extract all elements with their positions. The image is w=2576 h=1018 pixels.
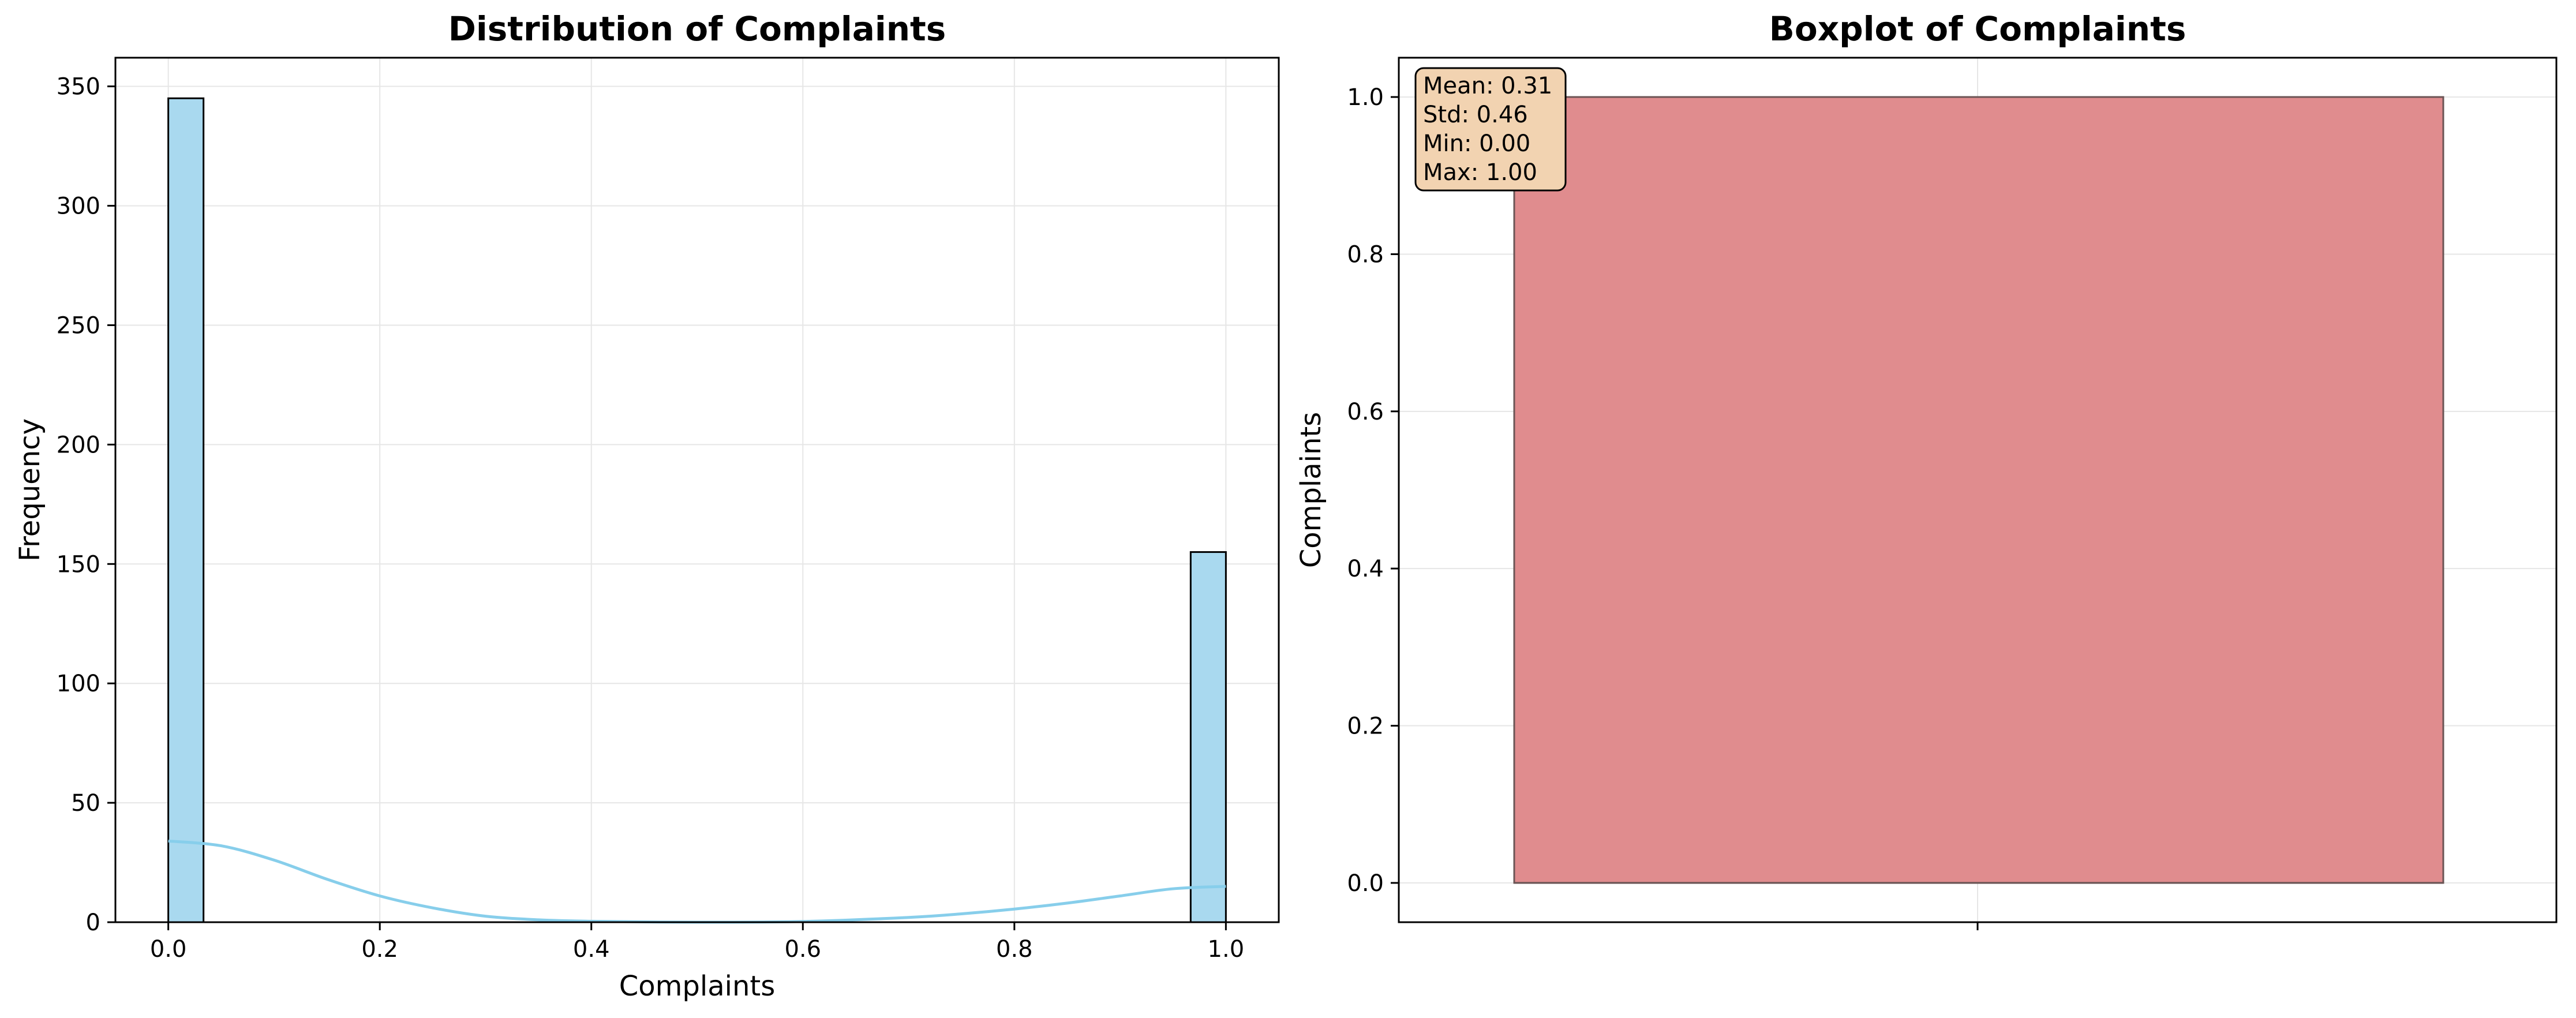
boxplot-chart: Boxplot of Complaints 0.0 0.2 0.4 0.6 0.8 1.0… — [1295, 9, 2558, 930]
histogram-y-tick-label: 100 — [57, 671, 100, 697]
boxplot-y-tick-label: 0.6 — [1347, 399, 1384, 425]
stats-min: Min: 0.00 — [1423, 130, 1530, 157]
stats-std: Std: 0.46 — [1423, 102, 1528, 128]
boxplot-y-label: Complaints — [1295, 412, 1327, 568]
stats-box: Mean: 0.31 Std: 0.46 Min: 0.00 Max: 1.00 — [1414, 67, 1567, 192]
histogram-chart: Distribution of Complaints 0.0 0.2 0.4 0.6 0… — [14, 9, 1280, 1002]
histogram-y-tick-label: 50 — [71, 790, 100, 817]
histogram-bars — [167, 97, 1227, 923]
box-iqr — [1513, 96, 2444, 884]
histogram-y-tick-label: 200 — [57, 432, 100, 458]
boxplot-y-tick-label: 0.4 — [1347, 556, 1384, 582]
histogram-x-tick-label: 1.0 — [1208, 936, 1245, 963]
boxplot-y-tick-label: 0.0 — [1347, 870, 1384, 897]
boxplot-title: Boxplot of Complaints — [1769, 9, 2186, 48]
histogram-x-tick-label: 0.8 — [996, 936, 1033, 963]
boxplot-y-tick-label: 0.8 — [1347, 241, 1384, 268]
histogram-bar — [1189, 551, 1227, 923]
histogram-y-tick-label: 150 — [57, 551, 100, 578]
histogram-x-label: Complaints — [619, 970, 775, 1002]
histogram-y-ticks: 0 50 100 150 200 250 300 350 — [57, 74, 115, 936]
stats-mean: Mean: 0.31 — [1423, 73, 1552, 99]
stats-max: Max: 1.00 — [1423, 159, 1537, 186]
histogram-x-ticks: 0.0 0.2 0.4 0.6 0.8 1.0 — [150, 922, 1244, 963]
boxplot-y-ticks: 0.0 0.2 0.4 0.6 0.8 1.0 — [1347, 84, 1399, 897]
boxplot-y-tick-label: 0.2 — [1347, 713, 1384, 740]
histogram-x-tick-label: 0.4 — [573, 936, 610, 963]
histogram-bar — [167, 97, 205, 923]
histogram-y-label: Frequency — [14, 418, 46, 562]
boxplot-y-tick-label: 1.0 — [1347, 84, 1384, 111]
histogram-x-tick-label: 0.6 — [784, 936, 821, 963]
histogram-title: Distribution of Complaints — [448, 9, 946, 48]
histogram-x-tick-label: 0.0 — [150, 936, 187, 963]
histogram-y-tick-label: 0 — [86, 910, 100, 936]
histogram-plot-frame — [114, 57, 1280, 923]
histogram-y-tick-label: 250 — [57, 312, 100, 339]
histogram-x-tick-label: 0.2 — [361, 936, 398, 963]
histogram-y-tick-label: 350 — [57, 74, 100, 100]
histogram-y-tick-label: 300 — [57, 193, 100, 220]
stats-box-background — [1414, 67, 1567, 192]
